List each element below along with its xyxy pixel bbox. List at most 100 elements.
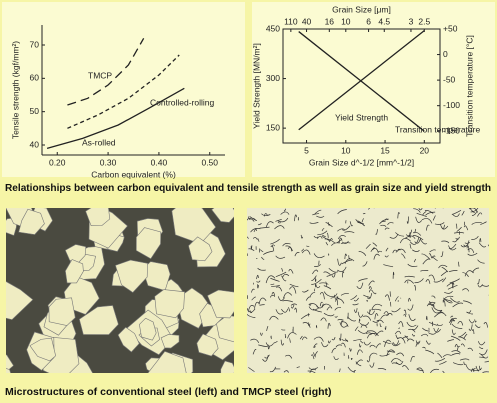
- grain-boundary: [422, 327, 430, 332]
- grain-boundary: [339, 322, 348, 328]
- grain-boundary: [441, 240, 450, 244]
- grain-boundary: [455, 223, 458, 229]
- grain-boundary: [363, 341, 371, 346]
- grain-boundary: [422, 258, 431, 265]
- grain-boundary: [431, 307, 443, 314]
- grain-boundary: [430, 368, 440, 373]
- grain-boundary: [248, 216, 252, 220]
- grain-boundary: [273, 340, 278, 344]
- grain-boundary: [337, 298, 345, 304]
- grain-boundary: [301, 248, 304, 252]
- grain-boundary: [314, 277, 317, 282]
- grain-boundary: [389, 234, 399, 239]
- grain-boundary: [296, 366, 300, 369]
- grain-boundary: [306, 245, 310, 247]
- grain-boundary: [432, 305, 443, 311]
- grain-boundary: [314, 264, 321, 268]
- series-line: [298, 31, 425, 132]
- grain-boundary: [284, 333, 287, 339]
- grain-boundary: [366, 332, 376, 339]
- grain-boundary: [287, 332, 297, 339]
- grain-boundary: [331, 337, 336, 341]
- grain-boundary: [468, 319, 475, 324]
- grain-boundary: [260, 249, 264, 253]
- x2-tick-label: 40: [302, 16, 312, 26]
- grain-boundary: [350, 357, 353, 360]
- y-tick-label: 50: [30, 106, 40, 116]
- grain-boundary: [426, 301, 436, 307]
- grain-boundary: [448, 317, 457, 323]
- grain-boundary: [474, 324, 481, 328]
- grain-boundary: [280, 339, 285, 346]
- grain: [6, 281, 34, 320]
- grain-boundary: [488, 294, 489, 296]
- grain-boundary: [353, 369, 356, 373]
- grain-boundary: [319, 301, 323, 307]
- grain-boundary: [383, 264, 394, 268]
- series-label: Yield Strength: [335, 112, 388, 122]
- grain-boundary: [280, 211, 290, 215]
- grain-boundary: [432, 215, 436, 221]
- grain-boundary: [321, 228, 325, 232]
- grain-boundary: [358, 318, 361, 323]
- grain-boundary: [396, 337, 406, 344]
- grain-boundary: [413, 258, 417, 263]
- grain-boundary: [254, 301, 260, 309]
- grain-boundary: [387, 222, 394, 226]
- series-line: [67, 38, 145, 106]
- grain-boundary: [449, 278, 460, 284]
- grain-boundary: [302, 336, 308, 341]
- grain-boundary: [460, 243, 469, 248]
- grain-boundary: [253, 236, 258, 240]
- grain-boundary: [350, 295, 358, 300]
- grain-boundary: [481, 284, 489, 287]
- grain-boundary: [390, 358, 402, 363]
- grain-boundary: [379, 323, 382, 327]
- grain-boundary: [398, 327, 400, 329]
- y-tick-label: 300: [266, 73, 280, 83]
- grain-boundary: [313, 343, 318, 348]
- grain-boundary: [267, 344, 270, 350]
- chart-panel: [2, 2, 245, 177]
- grain-boundary: [363, 315, 372, 321]
- grain-boundary: [440, 270, 448, 277]
- grain-boundary: [331, 348, 336, 354]
- grain-boundary: [426, 315, 428, 321]
- grain-boundary: [271, 284, 281, 287]
- grain-boundary: [408, 297, 411, 302]
- y-axis-label: Yield Strength [MN/m²]: [251, 43, 261, 129]
- grain-boundary: [479, 238, 482, 243]
- grain-boundary: [371, 308, 382, 311]
- grain-boundary: [450, 320, 456, 325]
- grain-boundary: [341, 342, 346, 348]
- grain-boundary: [282, 300, 294, 303]
- grain-boundary: [395, 232, 404, 237]
- grain-boundary: [478, 365, 482, 370]
- grain-boundary: [366, 310, 375, 315]
- grain-boundary: [446, 282, 455, 287]
- grain-boundary: [323, 285, 332, 290]
- grain-boundary: [451, 209, 462, 215]
- grain-boundary: [404, 275, 415, 278]
- grain-boundary: [395, 248, 406, 254]
- grain-boundary: [337, 258, 342, 266]
- grain-boundary: [309, 292, 316, 298]
- grain-boundary: [408, 328, 416, 333]
- grain-boundary: [462, 272, 469, 278]
- grain-boundary: [425, 340, 431, 345]
- grain-boundary: [441, 267, 449, 273]
- grain-boundary: [253, 229, 258, 233]
- grain-boundary: [283, 370, 289, 373]
- grain-boundary: [355, 359, 363, 365]
- grain-boundary: [386, 349, 396, 357]
- grain-boundary: [287, 307, 291, 312]
- grain-boundary: [341, 259, 353, 265]
- grain-boundary: [414, 284, 416, 291]
- grain-boundary: [326, 272, 336, 277]
- grain-boundary: [335, 344, 343, 348]
- grain-boundary: [250, 338, 260, 344]
- grain-boundary: [410, 356, 416, 362]
- grain-boundary: [384, 326, 387, 330]
- grain-boundary: [409, 232, 411, 238]
